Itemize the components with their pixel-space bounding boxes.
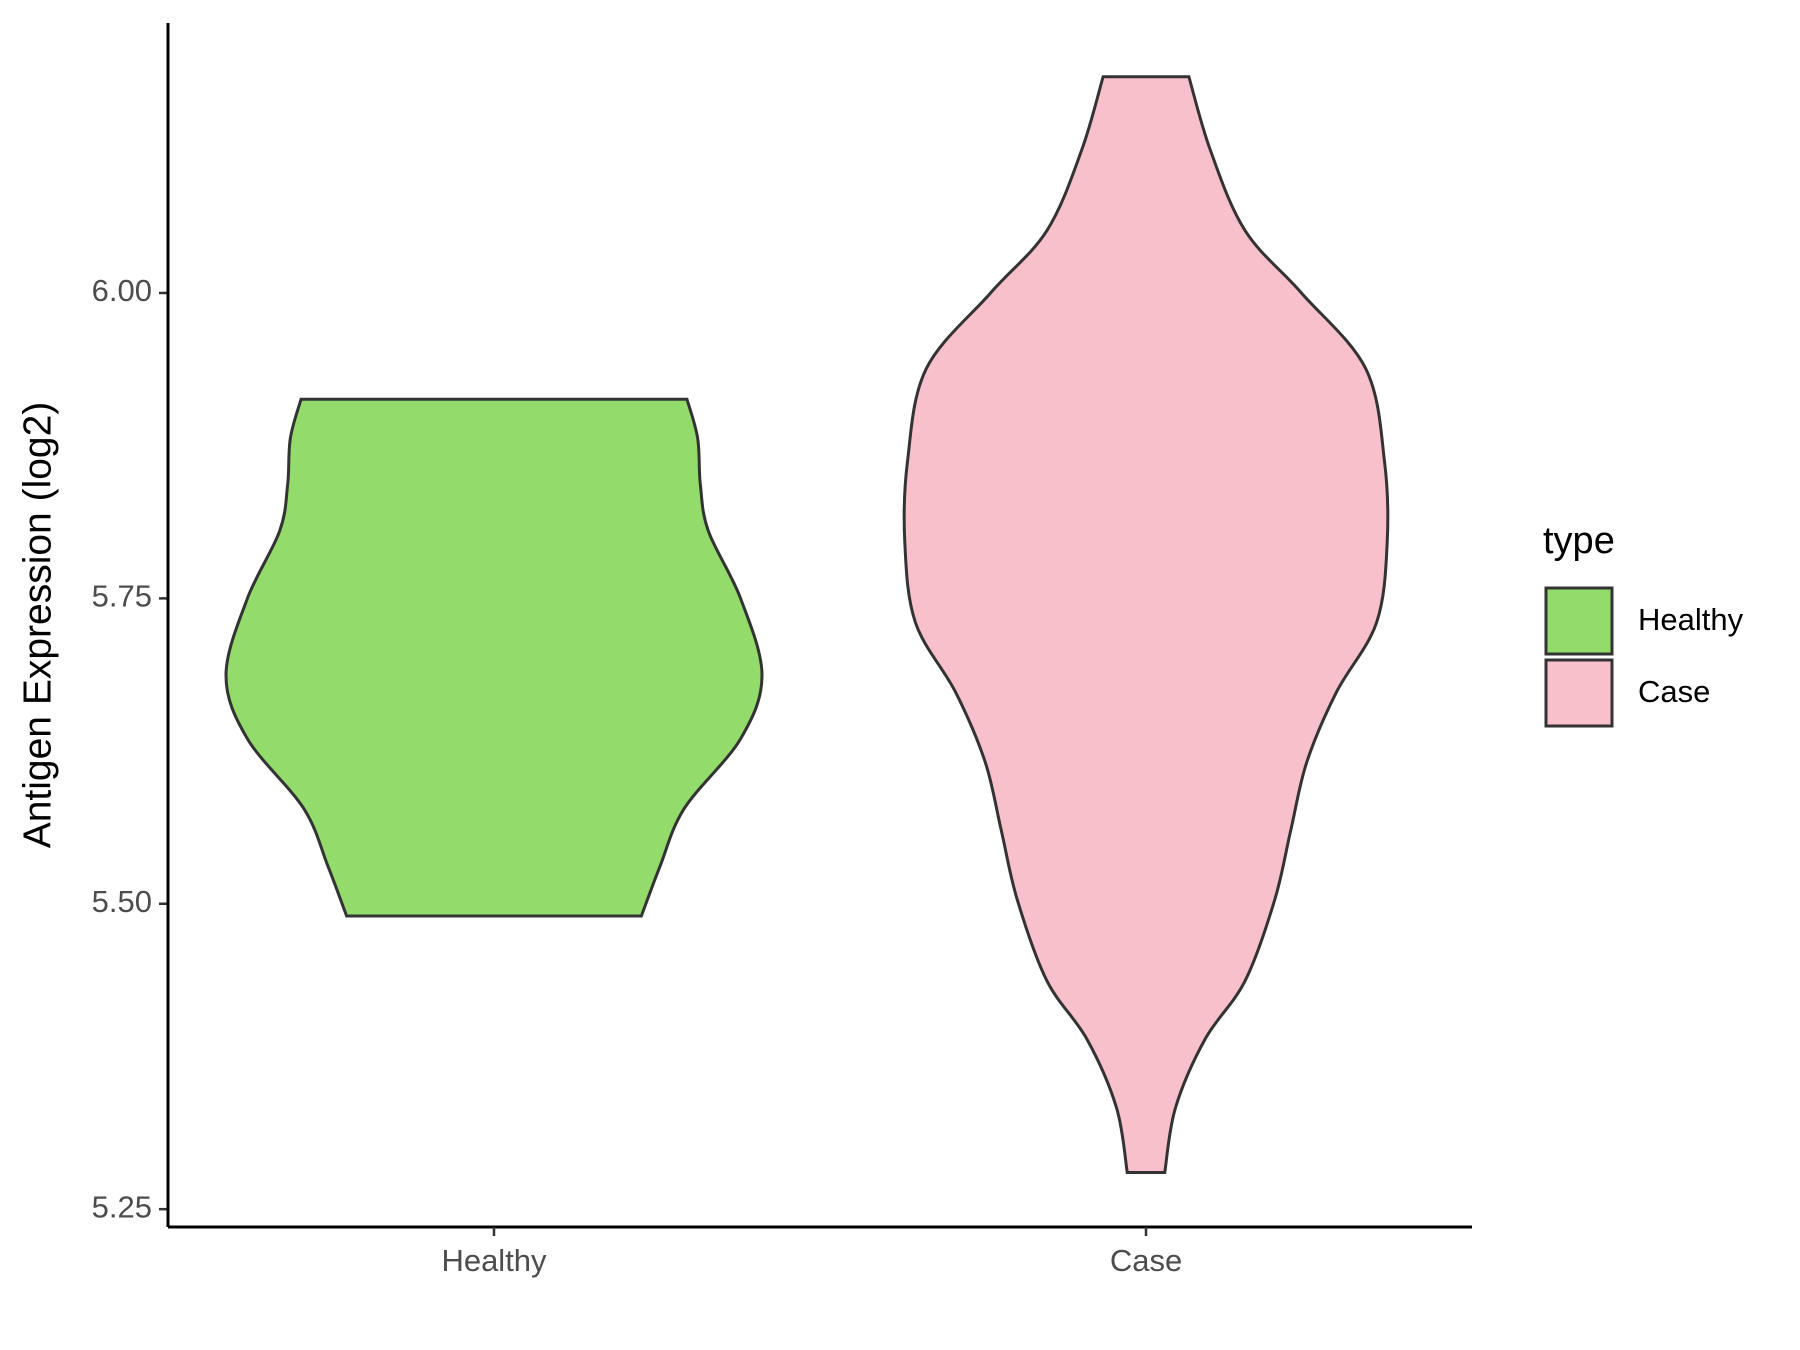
x-tick-label: Case [1110, 1243, 1182, 1278]
y-tick-label: 5.50 [92, 884, 152, 919]
legend-label: Case [1638, 674, 1710, 709]
y-axis-title: Antigen Expression (log2) [16, 402, 59, 849]
violin [902, 75, 1390, 1175]
violin [224, 397, 764, 918]
legend-label: Healthy [1638, 602, 1744, 637]
y-tick-label: 6.00 [92, 273, 152, 308]
x-tick-label: Healthy [441, 1243, 547, 1278]
y-tick-label: 5.25 [92, 1189, 152, 1224]
y-tick-label: 5.75 [92, 579, 152, 614]
legend-key [1544, 658, 1614, 728]
legend-key [1544, 586, 1614, 656]
legend-title: type [1543, 520, 1615, 562]
